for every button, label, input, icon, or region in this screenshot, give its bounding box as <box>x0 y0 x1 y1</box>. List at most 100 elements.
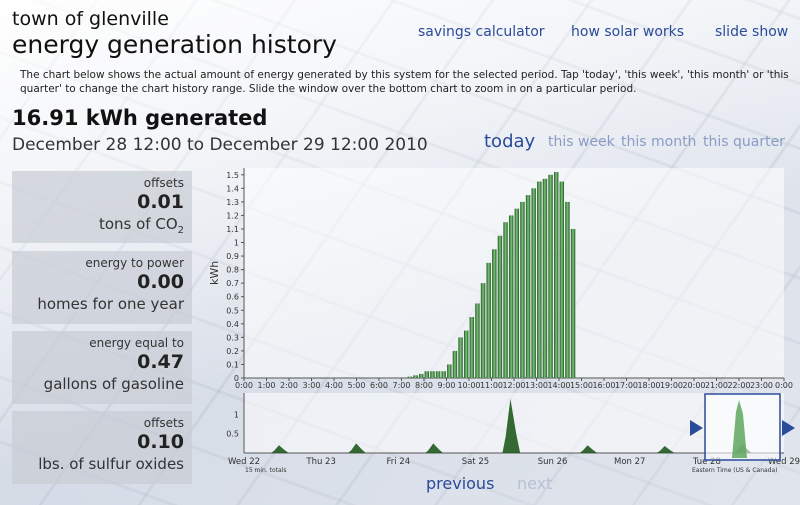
page-title: energy generation history <box>12 30 337 59</box>
x-tick-label: 1:00 <box>258 381 276 390</box>
y-tick-label: 0.4 <box>226 320 239 329</box>
previous-button[interactable]: previous <box>426 474 495 493</box>
overview-x-tick-label: Fri 24 <box>386 457 410 467</box>
y-tick-label: 1 <box>234 239 239 248</box>
bar <box>520 201 525 378</box>
bar <box>480 283 486 378</box>
bar <box>407 376 413 378</box>
x-tick-label: 4:00 <box>325 381 343 390</box>
chart-description: The chart below shows the actual amount … <box>20 69 789 95</box>
tab-this-month[interactable]: this month <box>621 134 697 150</box>
x-tick-label: 9:00 <box>438 381 456 390</box>
x-tick-label: 7:00 <box>393 381 411 390</box>
overview-day-area <box>271 445 289 453</box>
x-tick-label: 17:00 <box>615 381 638 390</box>
overview-x-tick-label: Mon 27 <box>614 457 645 467</box>
overview-day-area <box>579 445 598 453</box>
bar <box>570 228 576 378</box>
bar <box>418 373 424 378</box>
bar <box>430 371 435 378</box>
tab-this-quarter[interactable]: this quarter <box>703 134 785 150</box>
bar <box>458 337 463 378</box>
overview-x-tick-label: Wed 29 <box>768 457 800 467</box>
stat-value: 0.47 <box>137 351 184 373</box>
x-tick-label: 22:00 <box>727 381 750 390</box>
generated-total: 16.91 kWh generated <box>12 106 268 130</box>
bar <box>497 235 503 378</box>
date-range: December 28 12:00 to December 29 12:00 2… <box>12 135 428 155</box>
y-tick-label: 0.8 <box>226 266 239 275</box>
overview-x-tick-label: Wed 22 <box>228 457 260 467</box>
x-tick-label: 12:00 <box>502 381 525 390</box>
nav-slide-show[interactable]: slide show <box>715 24 789 40</box>
stat-value: 0.00 <box>137 271 184 293</box>
stat-sulfur: offsets 0.10 lbs. of sulfur oxides <box>12 411 192 484</box>
bar <box>424 371 430 378</box>
bar <box>452 350 458 378</box>
stat-value: 0.10 <box>137 431 184 453</box>
y-tick-label: 0.6 <box>226 293 239 302</box>
y-tick-label: 1.4 <box>226 184 239 193</box>
overview-day-area <box>425 443 444 453</box>
stat-label: offsets <box>143 176 184 190</box>
overview-y-tick-label: 1 <box>234 410 239 419</box>
next-button: next <box>517 474 553 493</box>
bar <box>553 172 559 378</box>
y-tick-label: 0.3 <box>226 333 239 342</box>
stat-unit: tons of CO2 <box>98 215 184 236</box>
zoom-window-area <box>732 400 747 458</box>
nav-savings-calculator[interactable]: savings calculator <box>418 24 545 40</box>
y-tick-label: 0.7 <box>226 279 239 288</box>
x-tick-label: 15:00 <box>570 381 593 390</box>
bar <box>463 330 469 378</box>
overview-x-tick-label: Sat 25 <box>462 457 489 467</box>
y-tick-label: 0 <box>234 374 239 383</box>
main-plot-area <box>244 168 784 378</box>
stat-gasoline: energy equal to 0.47 gallons of gasoline <box>12 331 192 404</box>
tab-today[interactable]: today <box>484 131 536 152</box>
overview-day-area <box>656 446 675 453</box>
bar <box>565 201 570 378</box>
stat-co2: offsets 0.01 tons of CO2 <box>12 171 192 243</box>
bar <box>537 181 542 378</box>
stat-label: energy equal to <box>89 336 184 350</box>
y-tick-label: 0.9 <box>226 252 239 261</box>
stat-homes: energy to power 0.00 homes for one year <box>12 251 192 324</box>
x-tick-label: 11:00 <box>480 381 503 390</box>
overview-x-tick-label: Tue 28 <box>692 457 721 467</box>
x-tick-label: 23:00 <box>750 381 773 390</box>
stat-unit: gallons of gasoline <box>43 375 184 393</box>
bar <box>486 262 491 378</box>
zoom-right-arrow-icon[interactable] <box>782 420 795 436</box>
bar <box>514 208 520 378</box>
bar <box>548 174 553 378</box>
nav-how-solar-works[interactable]: how solar works <box>571 24 685 40</box>
overview-x-tick-label: Thu 23 <box>305 457 335 467</box>
y-tick-label: 0.1 <box>226 360 239 369</box>
zoom-left-arrow-icon[interactable] <box>690 420 703 436</box>
x-tick-label: 18:00 <box>637 381 660 390</box>
bar <box>508 215 514 378</box>
x-tick-label: 0:00 <box>235 381 253 390</box>
bar <box>525 195 531 378</box>
town-name: town of glenville <box>12 8 169 30</box>
x-tick-label: 5:00 <box>348 381 366 390</box>
x-tick-label: 16:00 <box>592 381 615 390</box>
x-tick-label: 13:00 <box>525 381 548 390</box>
x-tick-label: 10:00 <box>457 381 480 390</box>
timezone-note: Eastern Time (US & Canada) <box>692 467 778 474</box>
x-tick-label: 8:00 <box>415 381 433 390</box>
x-tick-label: 19:00 <box>660 381 683 390</box>
bar <box>559 181 565 378</box>
bar <box>469 317 475 378</box>
overview-day-area <box>348 443 366 453</box>
x-tick-label: 21:00 <box>705 381 728 390</box>
stat-label: energy to power <box>85 256 184 270</box>
bar <box>531 188 536 378</box>
tab-this-week[interactable]: this week <box>548 134 615 150</box>
x-tick-label: 3:00 <box>303 381 321 390</box>
bar <box>492 249 497 378</box>
x-tick-label: 20:00 <box>682 381 705 390</box>
bar <box>503 222 508 378</box>
